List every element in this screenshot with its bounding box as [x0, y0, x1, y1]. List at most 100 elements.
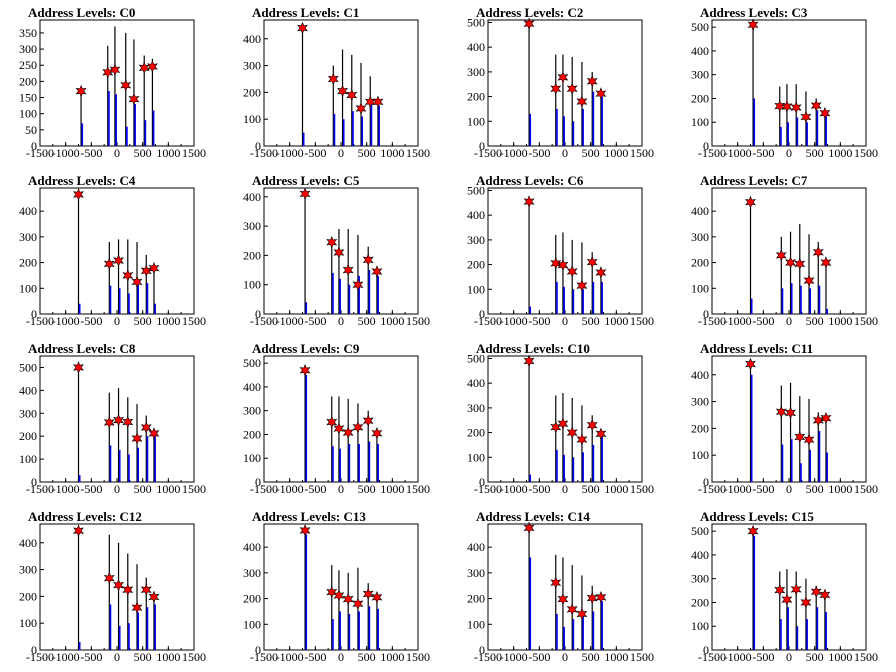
data-marker — [362, 253, 374, 267]
data-marker — [550, 82, 562, 95]
chart-title: Address Levels: C8 — [28, 341, 136, 356]
y-tick-label: 200 — [691, 595, 709, 609]
data-marker — [326, 415, 338, 429]
y-tick-label: 500 — [467, 351, 485, 365]
chart-panel-13: Address Levels: C13 -1500 -1000 -500 0 500 100… — [224, 504, 448, 672]
data-marker — [355, 102, 367, 115]
x-tick-label: 1000 — [604, 482, 628, 496]
x-tick-label: -500 — [80, 314, 102, 328]
y-tick-label: 100 — [467, 282, 485, 296]
data-marker — [775, 405, 787, 419]
x-tick-label: 0 — [562, 650, 568, 664]
y-tick-label: 0 — [31, 139, 37, 153]
x-tick-label: 1000 — [380, 146, 404, 160]
y-tick-label: 300 — [467, 65, 485, 79]
chart-svg: Address Levels: C10 -1500-1000 -500 0 500 100… — [467, 341, 654, 496]
data-marker — [810, 99, 822, 112]
data-marker — [595, 266, 607, 279]
data-marker — [352, 597, 364, 611]
data-marker — [747, 18, 759, 32]
data-marker — [146, 60, 158, 73]
x-tick-label: -1000 — [500, 650, 528, 664]
x-tick-label: -500 — [752, 146, 774, 160]
x-tick-label: 0 — [786, 482, 792, 496]
x-tick-label: 500 — [134, 314, 152, 328]
data-marker — [745, 195, 756, 209]
x-tick-label: -1500 — [26, 146, 54, 160]
data-marker — [122, 415, 134, 429]
x-tick-label: 0 — [786, 146, 792, 160]
y-tick-label: 0 — [479, 139, 485, 153]
data-marker — [785, 406, 796, 420]
y-tick-label: 400 — [19, 383, 37, 397]
data-marker — [299, 363, 311, 377]
chart-svg: Address Levels: C13 -1500-1000 -500 0 500 100… — [243, 509, 430, 664]
data-marker — [747, 524, 759, 538]
data-marker — [371, 590, 383, 604]
data-marker — [800, 596, 812, 609]
x-tick-label: 500 — [582, 314, 600, 328]
y-tick-label: 0 — [31, 307, 37, 321]
x-tick-label: -1000 — [500, 314, 528, 328]
x-tick-label: 1500 — [406, 650, 430, 664]
y-tick-label: 300 — [691, 68, 709, 82]
data-marker — [113, 254, 124, 267]
x-tick-label: -1500 — [26, 314, 54, 328]
chart-panel-6: Address Levels: C6 -1500 -1000 -500 0 500 1000… — [448, 168, 672, 336]
y-tick-label: 0 — [703, 643, 709, 657]
y-tick-label: 400 — [243, 540, 261, 554]
y-tick-label: 100 — [243, 617, 261, 631]
y-tick-label: 400 — [467, 208, 485, 222]
x-tick-label: -1500 — [698, 650, 726, 664]
data-marker — [103, 571, 115, 585]
x-tick-label: -500 — [528, 650, 550, 664]
x-tick-label: -1000 — [276, 650, 304, 664]
chart-svg: Address Levels: C8-1500-1000 -500 0 500 1000… — [19, 341, 206, 496]
y-tick-label: 200 — [19, 256, 37, 270]
data-marker — [103, 257, 115, 271]
data-marker — [566, 603, 578, 616]
y-tick-label: 200 — [691, 256, 709, 270]
y-tick-label: 300 — [243, 219, 261, 233]
plot-frame — [487, 355, 643, 483]
chart-panel-11: Address Levels: C11 -1500 -1000 -500 0 500 100… — [672, 336, 896, 504]
data-marker — [371, 426, 383, 440]
chart-title: Address Levels: C5 — [252, 173, 360, 188]
x-tick-label: -500 — [304, 482, 326, 496]
x-tick-label: 1000 — [380, 650, 404, 664]
x-tick-label: 500 — [582, 650, 600, 664]
x-tick-label: 500 — [582, 146, 600, 160]
x-tick-label: 0 — [338, 482, 344, 496]
x-tick-label: 1500 — [854, 146, 878, 160]
y-tick-label: 0 — [255, 307, 261, 321]
plot-frame — [263, 523, 419, 651]
plot-frame — [487, 187, 643, 315]
y-tick-label: 500 — [19, 360, 37, 374]
x-tick-label: 1000 — [156, 314, 180, 328]
chart-panel-4: Address Levels: C4 -1500 -1000 -500 0 500 1000… — [0, 168, 224, 336]
data-marker — [557, 417, 569, 430]
x-tick-label: 0 — [562, 146, 568, 160]
x-tick-label: 1000 — [380, 482, 404, 496]
x-tick-label: -1000 — [724, 482, 752, 496]
y-tick-label: 200 — [19, 589, 37, 603]
data-marker — [557, 592, 569, 606]
x-tick-label: -500 — [752, 482, 774, 496]
x-tick-label: -1000 — [276, 314, 304, 328]
y-tick-label: 0 — [479, 307, 485, 321]
x-tick-label: 1500 — [406, 146, 430, 160]
y-tick-label: 400 — [691, 548, 709, 562]
y-tick-label: 100 — [467, 617, 485, 631]
y-tick-label: 500 — [691, 524, 709, 538]
x-tick-label: 1500 — [182, 650, 206, 664]
data-marker — [73, 524, 84, 538]
data-marker — [128, 92, 140, 106]
y-tick-label: 300 — [243, 404, 261, 418]
x-tick-label: 1000 — [156, 650, 180, 664]
chart-title: Address Levels: C9 — [252, 341, 360, 356]
data-marker — [364, 95, 376, 109]
chart-title: Address Levels: C2 — [476, 5, 583, 20]
x-tick-label: 0 — [786, 314, 792, 328]
x-tick-label: 1500 — [630, 482, 654, 496]
x-tick-label: -500 — [752, 650, 774, 664]
